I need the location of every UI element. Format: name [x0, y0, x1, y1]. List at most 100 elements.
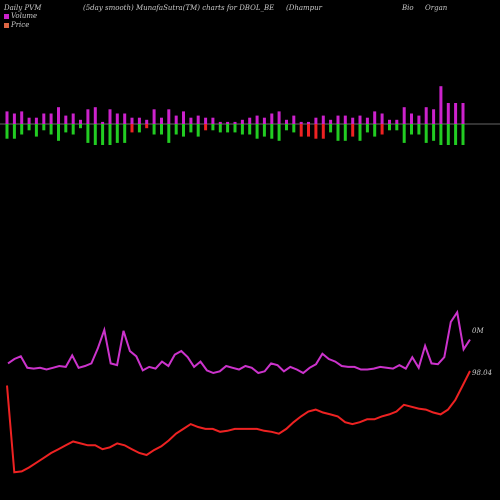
volume-bar-up	[64, 115, 68, 124]
volume-bar-up	[417, 115, 421, 124]
volume-bar-up	[285, 119, 288, 124]
volume-bar-up	[189, 117, 193, 124]
volume-bar-down	[402, 124, 406, 143]
volume-bar-down	[365, 124, 369, 133]
volume-bar-up	[388, 119, 391, 124]
volume-bar-up	[410, 113, 413, 124]
volume-bar-down	[86, 124, 90, 143]
volume-bar-down	[432, 124, 436, 141]
volume-bar-up	[365, 117, 369, 124]
volume-bar-down	[388, 124, 391, 131]
volume-bar-down	[174, 124, 178, 135]
volume-bar-down	[152, 124, 156, 135]
legend-price-swatch	[4, 22, 9, 28]
volume-bar-down	[123, 124, 127, 143]
volume-bar-down	[27, 124, 31, 131]
volume-bar-down	[240, 124, 244, 135]
volume-bar-down	[233, 124, 237, 133]
volume-bar-up	[86, 109, 90, 124]
volume-bar-up	[432, 109, 436, 124]
volume-bar-down	[93, 124, 97, 145]
volume-bar-down	[204, 124, 208, 131]
volume-bar-up	[101, 121, 105, 124]
volume-bar-down	[343, 124, 347, 141]
volume-bar-up	[5, 111, 9, 124]
volume-bar-down	[373, 124, 377, 137]
volume-bar-down	[395, 124, 399, 131]
volume-bar-down	[34, 124, 38, 137]
volume-bar-up	[108, 109, 112, 124]
company-name-part1: (Dhampur	[286, 4, 322, 12]
volume-bar-up	[461, 103, 465, 124]
chart-type-label: Daily PVM	[4, 4, 42, 12]
volume-bar-down	[307, 124, 310, 137]
volume-bar-down	[380, 124, 384, 135]
volume-bar-down	[255, 124, 259, 139]
volume-bar-up	[152, 109, 156, 124]
volume-bar-down	[211, 124, 215, 131]
volume-bar-down	[358, 124, 362, 141]
volume-bar-up	[79, 119, 82, 124]
volume-bar-down	[57, 124, 60, 141]
volume-bar-down	[130, 124, 134, 133]
volume-bar-up	[123, 113, 127, 124]
volume-bar-up	[292, 115, 296, 124]
volume-bar-up	[211, 117, 215, 124]
volume-bar-up	[454, 103, 458, 124]
volume-bar-up	[255, 115, 259, 124]
volume-bar-up	[20, 111, 24, 124]
volume-bar-up	[343, 115, 347, 124]
volume-bar-up	[439, 86, 443, 124]
volume-bar-down	[277, 124, 281, 141]
volume-bar-up	[93, 107, 97, 124]
volume-bar-down	[5, 124, 9, 139]
volume-bar-up	[233, 121, 237, 124]
volume-bar-up	[226, 121, 230, 124]
company-name-part3: Organ	[425, 4, 448, 12]
volume-bar-down	[329, 124, 333, 133]
volume-bar-up	[130, 117, 134, 124]
volume-bar-down	[226, 124, 230, 133]
volume-bar-up	[160, 117, 163, 124]
volume-bar-down	[446, 124, 450, 145]
volume-bar-down	[454, 124, 458, 145]
volume-bar-up	[395, 119, 399, 124]
company-name-part2: Bio	[402, 4, 414, 12]
volume-bar-up	[196, 115, 200, 124]
volume-bar-up	[321, 115, 325, 124]
volume-bar-down	[321, 124, 325, 139]
volume-bar-up	[314, 117, 318, 124]
volume-bar-up	[329, 119, 333, 124]
volume-bar-up	[277, 111, 281, 124]
volume-bar-up	[137, 117, 141, 124]
volume-bar-down	[189, 124, 193, 133]
volume-bar-up	[248, 117, 252, 124]
volume-bar-up	[34, 117, 38, 124]
volume-bar-up	[167, 109, 171, 124]
volume-bar-up	[145, 119, 149, 124]
price-line	[6, 370, 471, 474]
volume-bar-up	[299, 121, 303, 124]
volume-bar-down	[299, 124, 303, 137]
volume-bar-down	[101, 124, 105, 145]
volume-bar-down	[262, 124, 266, 137]
volume-bar-up	[218, 121, 222, 124]
volume-bar-up	[174, 115, 178, 124]
volume-bar-down	[71, 124, 75, 135]
volume-bar-down	[248, 124, 252, 135]
volume-bar-down	[417, 124, 421, 135]
volume-bar-down	[137, 124, 141, 133]
volume-bar-up	[402, 107, 406, 124]
volume-bar-down	[145, 124, 149, 129]
volume-bar-up	[27, 117, 31, 124]
volume-bar-down	[108, 124, 112, 145]
volume-bar-down	[218, 124, 222, 133]
volume-bar-down	[285, 124, 288, 131]
volume-bar-up	[57, 107, 60, 124]
volume-bar-down	[461, 124, 465, 145]
volume-bar-down	[20, 124, 24, 135]
volume-bar-up	[204, 117, 208, 124]
volume-bar-up	[71, 113, 75, 124]
volume-bar-down	[336, 124, 340, 141]
